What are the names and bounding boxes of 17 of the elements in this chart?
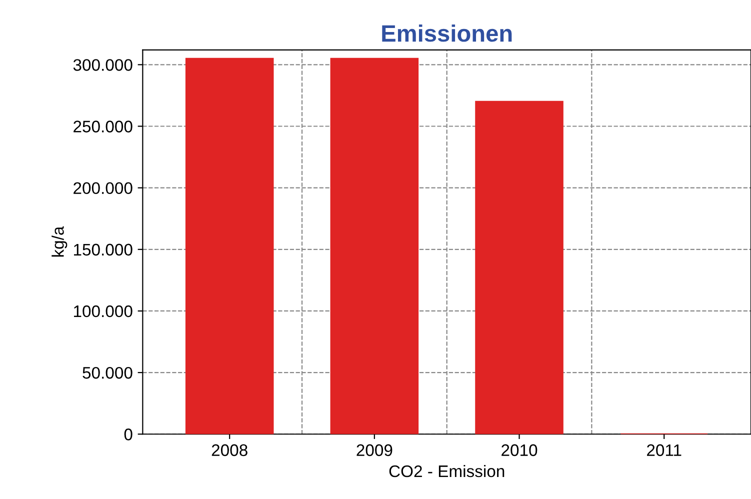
y-tick-label: 150.000 (74, 244, 132, 256)
y-axis-title: kg/a (52, 226, 68, 257)
bar (475, 100, 564, 434)
x-tick-label: 2011 (647, 444, 682, 456)
chart-title: Emissionen (382, 24, 512, 42)
y-tick-label: 50.000 (82, 366, 132, 379)
x-tick-label: 2010 (502, 444, 538, 456)
y-tick-label: 100.000 (74, 305, 132, 318)
bar (330, 58, 419, 434)
y-tick-label: 0 (124, 428, 132, 440)
x-tick-label: 2009 (356, 444, 392, 456)
x-axis-title: CO2 - Emission (389, 464, 504, 478)
y-tick-label: 250.000 (74, 120, 132, 132)
x-tick-label: 2008 (212, 444, 248, 456)
y-tick-label: 300.000 (73, 59, 132, 71)
bar (185, 58, 274, 434)
y-tick-label: 200.000 (74, 182, 132, 194)
